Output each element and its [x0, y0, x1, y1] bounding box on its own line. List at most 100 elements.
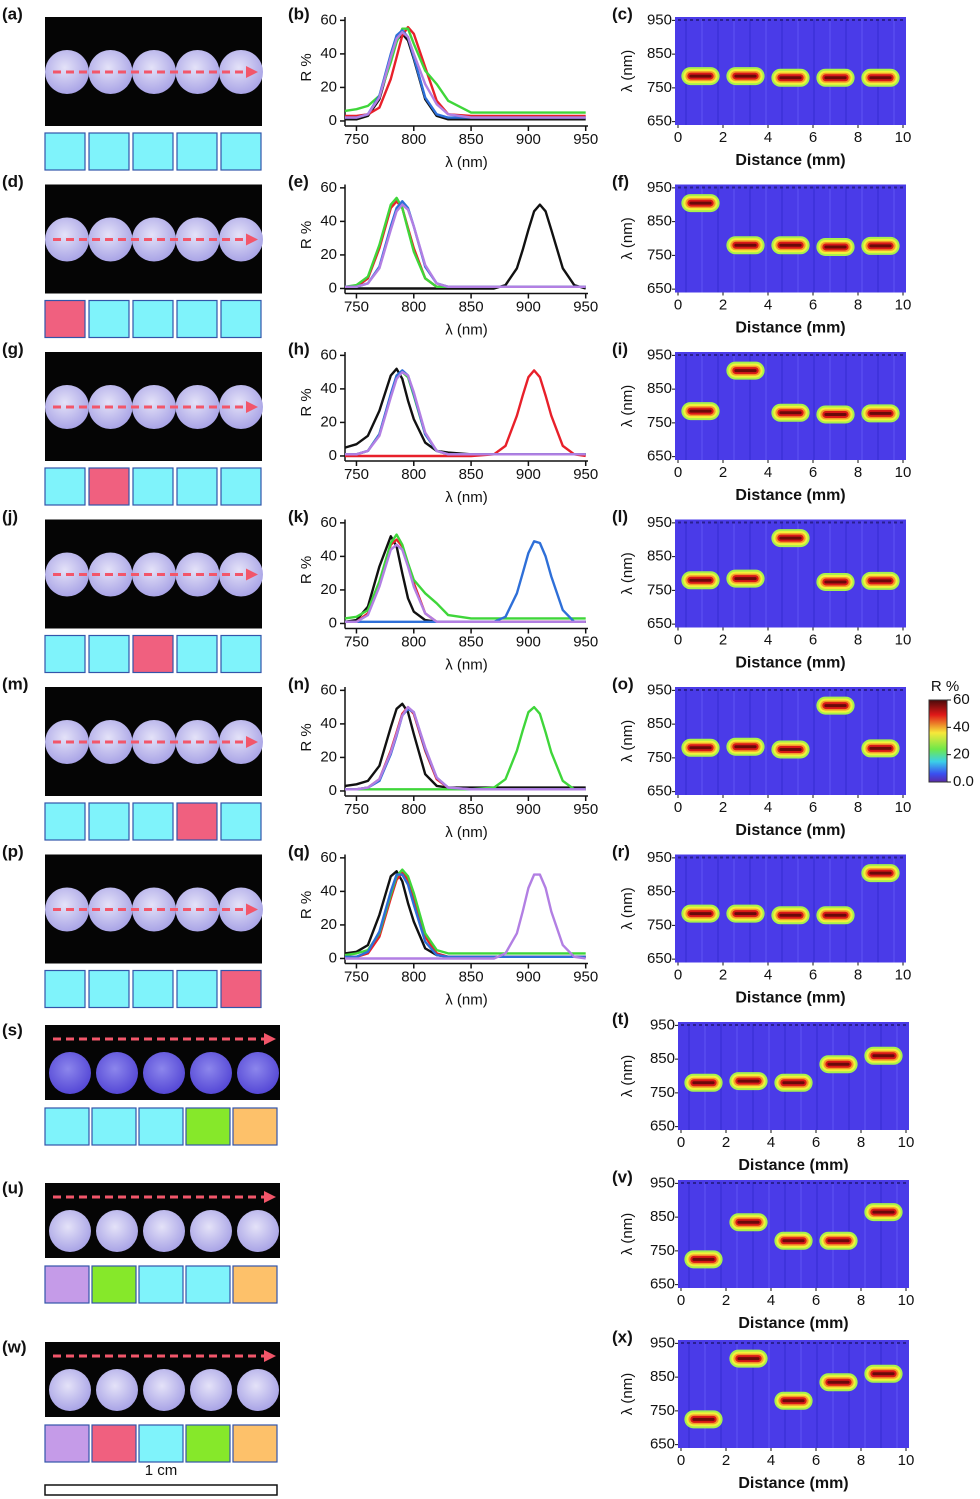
y-axis-label: R % — [298, 53, 315, 81]
band-core — [869, 746, 892, 750]
color-square — [176, 299, 218, 339]
sample-disc — [96, 1210, 138, 1252]
sample-disc — [49, 1052, 91, 1094]
y-tick-label: 60 — [320, 681, 337, 698]
y-tick-label: 950 — [647, 514, 672, 531]
band-core — [872, 1372, 895, 1376]
color-square — [132, 802, 174, 841]
x-tick-label: 0 — [674, 296, 682, 313]
band-core — [824, 412, 847, 416]
y-tick-label: 950 — [647, 346, 672, 363]
panel-label: (r) — [612, 842, 630, 861]
x-tick-label: 8 — [857, 1292, 865, 1309]
band-core — [824, 913, 847, 917]
x-tick-label: 0 — [674, 966, 682, 983]
band-core — [824, 704, 847, 708]
x-tick-label: 800 — [401, 298, 426, 315]
band-core — [689, 409, 712, 413]
x-tick-label: 4 — [764, 296, 772, 313]
x-tick-label: 900 — [516, 968, 541, 985]
x-tick-label: 10 — [895, 129, 912, 146]
band-core — [734, 577, 757, 581]
x-tick-label: 6 — [809, 631, 817, 648]
band-core — [734, 912, 757, 916]
color-square — [220, 467, 262, 506]
panel-label: (f) — [612, 172, 629, 191]
sample-disc — [190, 1052, 232, 1094]
band-core — [779, 243, 802, 247]
x-tick-label: 800 — [401, 633, 426, 650]
x-tick-label: 8 — [854, 464, 862, 481]
panel-label: (j) — [2, 507, 18, 526]
x-tick-label: 4 — [764, 631, 772, 648]
x-tick-label: 850 — [459, 633, 484, 650]
x-tick-label: 0 — [674, 631, 682, 648]
x-tick-label: 900 — [516, 298, 541, 315]
band-core — [824, 245, 847, 249]
y-tick-label: 850 — [650, 1208, 675, 1225]
panel-label: (i) — [612, 339, 628, 358]
spectrum-line — [344, 870, 586, 958]
x-tick-label: 950 — [573, 633, 598, 650]
y-tick-label: 60 — [320, 849, 337, 866]
band-core — [689, 578, 712, 582]
x-tick-label: 2 — [719, 631, 727, 648]
band-core — [689, 746, 712, 750]
sample-disc — [143, 1369, 185, 1411]
y-tick-label: 650 — [647, 615, 672, 632]
x-tick-label: 0 — [674, 464, 682, 481]
x-tick-label: 2 — [722, 1452, 730, 1469]
x-tick-label: 0 — [677, 1292, 685, 1309]
color-square — [185, 1265, 231, 1304]
y-axis-label: R % — [298, 221, 315, 249]
band-core — [827, 1239, 850, 1243]
panel-label: (b) — [288, 4, 310, 23]
color-square — [176, 634, 218, 674]
color-square — [138, 1424, 184, 1463]
y-tick-label: 20 — [320, 581, 337, 598]
y-tick-label: 20 — [320, 748, 337, 765]
panel-label: (v) — [612, 1167, 633, 1186]
color-square — [220, 802, 262, 841]
color-square — [88, 802, 130, 841]
panel-label: (m) — [2, 674, 28, 693]
scan-arrowhead — [246, 233, 258, 246]
y-tick-label: 0 — [329, 279, 337, 296]
x-tick-label: 900 — [516, 801, 541, 818]
band-core — [734, 243, 757, 247]
x-tick-label: 0 — [674, 129, 682, 146]
spectrum-line — [344, 702, 586, 789]
band-core — [689, 201, 712, 205]
band-core — [779, 913, 802, 917]
y-tick-label: 950 — [647, 849, 672, 866]
y-tick-label: 950 — [647, 179, 672, 196]
sample-disc — [237, 1369, 279, 1411]
band-core — [779, 747, 802, 751]
color-square — [176, 467, 218, 506]
spectrum-line — [344, 533, 586, 620]
x-tick-label: 8 — [857, 1452, 865, 1469]
sample-disc — [143, 1052, 185, 1094]
band-core — [737, 1357, 760, 1361]
panel-label: (p) — [2, 842, 24, 861]
band-core — [869, 579, 892, 583]
spectrum-line — [345, 203, 587, 290]
color-square — [220, 132, 262, 171]
y-tick-label: 850 — [650, 1368, 675, 1385]
y-tick-label: 60 — [320, 346, 337, 363]
y-axis-label: R % — [298, 388, 315, 416]
x-tick-label: 850 — [459, 968, 484, 985]
band-core — [737, 1079, 760, 1083]
x-axis-label: λ (nm) — [445, 824, 488, 841]
color-square — [88, 467, 130, 506]
sample-disc — [132, 720, 176, 764]
colorbar — [928, 699, 948, 783]
color-square — [88, 132, 130, 171]
band-core — [782, 1081, 805, 1085]
color-square — [132, 132, 174, 171]
x-tick-label: 2 — [719, 966, 727, 983]
x-axis-label: Distance (mm) — [735, 320, 845, 337]
sample-disc — [96, 1052, 138, 1094]
x-tick-label: 850 — [459, 466, 484, 483]
x-tick-label: 800 — [401, 131, 426, 148]
